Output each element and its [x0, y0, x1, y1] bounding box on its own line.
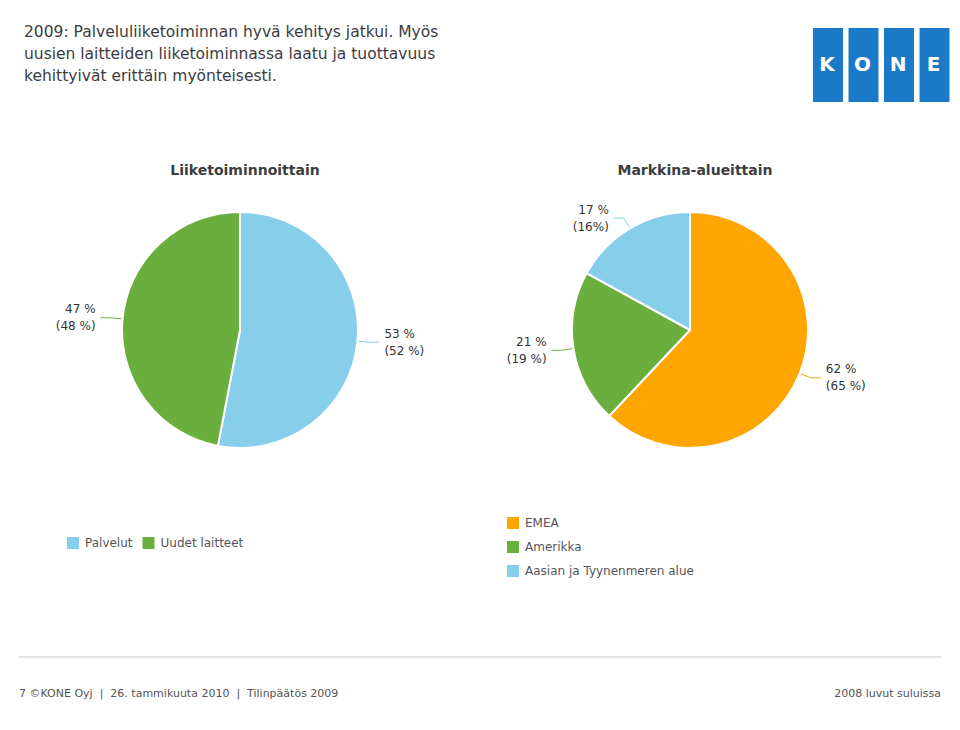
- svg-text:(52 %): (52 %): [384, 344, 424, 358]
- svg-text:Liiketoiminnoittain: Liiketoiminnoittain: [170, 162, 319, 178]
- svg-text:(48 %): (48 %): [56, 319, 96, 333]
- svg-text:Palvelut: Palvelut: [85, 536, 133, 550]
- svg-text:Aasian ja Tyynenmeren alue: Aasian ja Tyynenmeren alue: [525, 564, 694, 578]
- svg-text:2009: Palveluliiketoiminnan hy: 2009: Palveluliiketoiminnan hyvä kehitys…: [24, 23, 438, 41]
- svg-text:(16%): (16%): [573, 220, 609, 234]
- svg-text:53 %: 53 %: [384, 327, 415, 341]
- svg-text:Uudet laitteet: Uudet laitteet: [161, 536, 244, 550]
- svg-text:K: K: [819, 52, 836, 76]
- svg-text:N: N: [890, 52, 907, 76]
- svg-text:Markkina-alueittain: Markkina-alueittain: [617, 162, 772, 178]
- svg-text:21 %: 21 %: [516, 335, 547, 349]
- svg-text:Amerikka: Amerikka: [525, 540, 582, 554]
- svg-text:7 ©KONE Oyj | 26. tammikuuta: 7 ©KONE Oyj | 26. tammikuuta 2010 | Tili…: [19, 687, 338, 700]
- svg-text:(65 %): (65 %): [826, 379, 866, 393]
- svg-text:kehittyivät erittäin myönteise: kehittyivät erittäin myönteisesti.: [24, 67, 277, 85]
- svg-text:62 %: 62 %: [826, 362, 857, 376]
- svg-text:47 %: 47 %: [65, 302, 96, 316]
- svg-text:(19 %): (19 %): [507, 352, 547, 366]
- svg-text:uusien laitteiden liiketoiminn: uusien laitteiden liiketoiminnassa laatu…: [24, 45, 435, 63]
- svg-text:17 %: 17 %: [578, 203, 609, 217]
- svg-text:EMEA: EMEA: [525, 516, 560, 530]
- svg-text:O: O: [854, 52, 871, 76]
- svg-text:2008 luvut suluissa: 2008 luvut suluissa: [834, 687, 941, 700]
- svg-text:E: E: [927, 52, 941, 76]
